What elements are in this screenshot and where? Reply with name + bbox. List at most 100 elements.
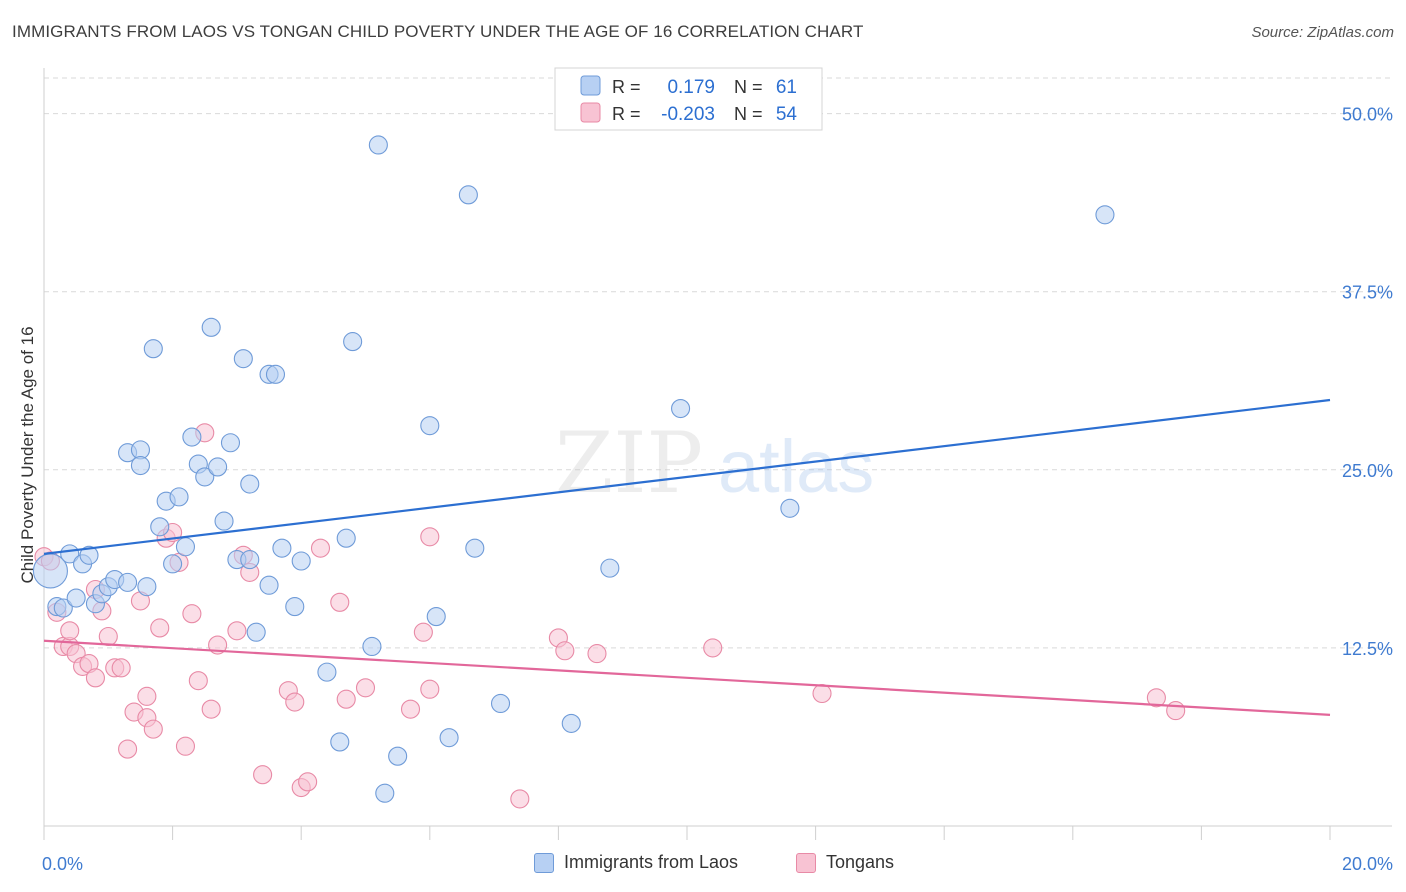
y-tick-label-0: 12.5% [1342,639,1393,659]
tongan-point [555,641,575,661]
laos-point [143,339,163,359]
laos-point [201,317,221,337]
tongan-point [188,671,208,691]
laos-point [600,558,620,578]
bottom-legend-label-tongans: Tongans [826,852,895,872]
laos-point [169,487,189,507]
y-tick-label-3: 50.0% [1342,105,1393,125]
laos-point [336,528,356,548]
tongan-point [510,789,530,809]
laos-point [330,732,350,752]
tongan-point [355,678,376,698]
chart-title: IMMIGRANTS FROM LAOS VS TONGAN CHILD POV… [12,22,864,41]
laos-point [375,783,395,803]
tongan-point [420,679,440,699]
tongan-point [118,739,138,759]
laos-point [343,332,363,352]
tongan-point [182,604,202,624]
tongan-point [812,683,832,704]
tongan-point [330,592,350,612]
bottom-legend-swatch-tongans [796,852,816,873]
bottom-legend-label-laos: Immigrants from Laos [564,852,739,872]
tongan-point [310,538,331,558]
tongan-point [111,658,131,678]
tongan-point [413,622,433,642]
legend-r-value-2: -0.203 [661,104,715,125]
y-tick-label-1: 25.0% [1342,461,1393,481]
bottom-legend: Immigrants from Laos Tongans [0,852,1406,878]
laos-point [240,550,260,570]
legend-n-label-2: N = [734,104,763,124]
legend-n-label-1: N = [734,77,763,97]
laos-trend-line [43,398,1331,555]
tongan-point [420,527,440,547]
laos-point [265,364,286,384]
tongan-point [143,719,163,739]
laos-point [368,135,388,155]
tongan-point [98,626,118,647]
laos-point [426,607,446,627]
tongan-point [253,765,273,785]
x-tick-label-1: 20.0% [1342,854,1393,874]
tongan-point [137,686,157,706]
laos-point [195,467,215,487]
laos-point [388,746,408,766]
trend-lines [43,398,1331,716]
legend-swatch-laos [580,75,601,96]
laos-point [150,517,170,537]
tongan-point [336,689,356,709]
laos-point [220,433,241,453]
laos-point [130,455,150,476]
legend-swatch-tongans [580,102,601,123]
watermark-zip: ZIP [555,414,703,512]
legend-r-label-1: R = [612,77,641,97]
tongan-point [60,621,80,641]
laos-point [272,538,292,558]
y-tick-label-2: 37.5% [1342,283,1393,303]
x-tick-label-0: 0.0% [42,854,83,874]
laos-point [420,416,440,436]
laos-point [362,636,382,657]
correlation-legend: R = 0.179 N = 61 R = -0.203 N = 54 [554,67,823,131]
tongan-point [587,644,607,664]
tongan-point [85,668,105,688]
laos-points [32,135,1115,803]
laos-point [175,537,196,557]
laos-point [79,545,99,565]
tongan-point [1146,688,1166,708]
tongan-point [201,699,221,719]
laos-point [163,554,183,574]
bottom-legend-swatch-laos [534,852,554,873]
tongan-point [150,618,170,638]
laos-point [561,713,581,733]
watermark: ZIP atlas [555,414,874,512]
laos-point [233,349,253,369]
laos-point [118,572,138,592]
laos-point [246,622,266,642]
laos-point [291,551,311,571]
laos-point [208,457,228,477]
source-label: Source: ZipAtlas.com [1251,24,1394,41]
laos-point [137,577,157,597]
laos-point [66,588,86,608]
laos-point [259,575,279,595]
laos-point [240,474,260,494]
laos-point [214,511,234,531]
legend-r-label-2: R = [612,104,641,124]
legend-n-value-1: 61 [776,77,797,98]
laos-point [285,597,305,617]
bottom-legend-tongans: Tongans [796,852,894,873]
laos-point [465,538,485,558]
tongan-trend-line [43,639,1331,716]
tongan-point [1166,701,1186,721]
laos-point [317,662,337,682]
laos-point [439,728,459,748]
laos-point [671,398,691,419]
tick-labels: 12.5% 25.0% 37.5% 50.0% 0.0% 20.0% [42,105,1393,874]
legend-n-value-2: 54 [776,104,798,125]
legend-r-value-1: 0.179 [667,77,715,98]
bottom-legend-laos: Immigrants from Laos [534,852,738,873]
tongan-point [285,692,305,712]
laos-point [458,185,478,205]
